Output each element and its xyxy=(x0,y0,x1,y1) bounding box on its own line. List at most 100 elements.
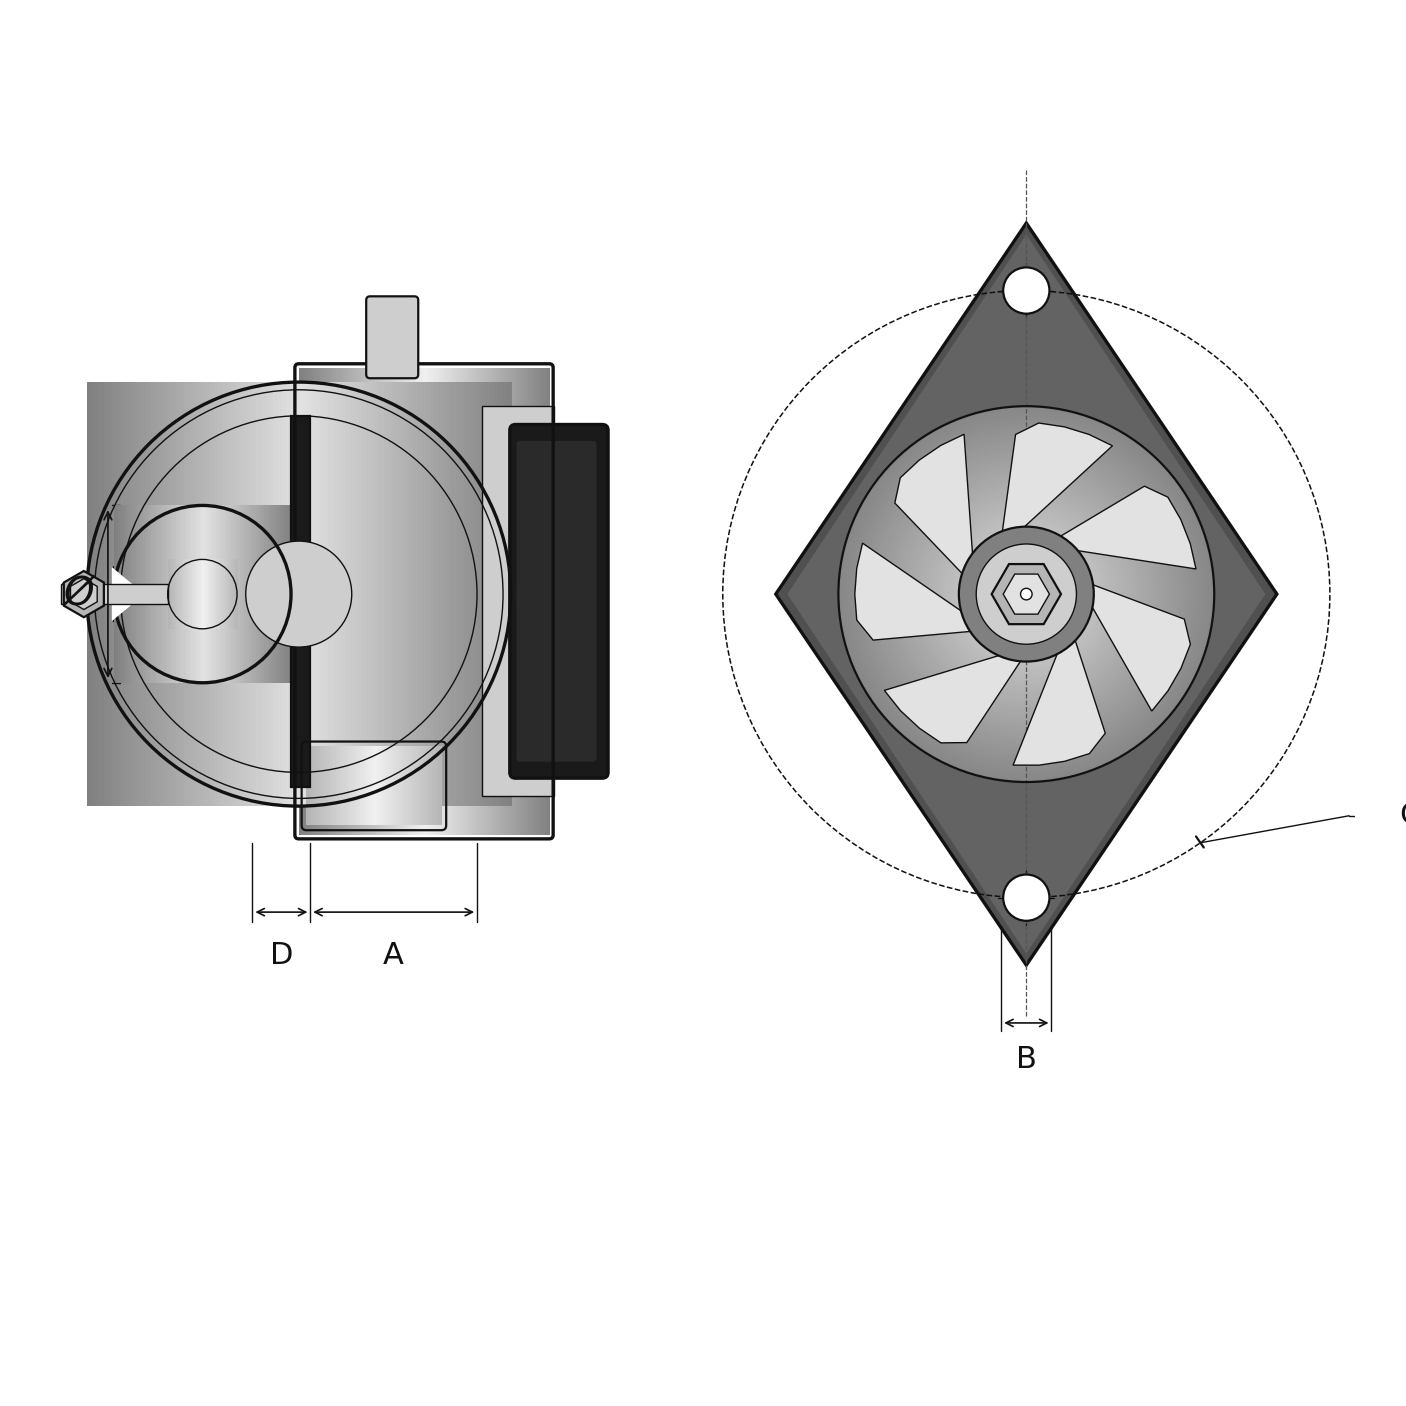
Circle shape xyxy=(945,513,1108,675)
Bar xyxy=(249,505,252,683)
Circle shape xyxy=(853,420,1199,768)
Bar xyxy=(481,367,484,835)
Bar xyxy=(202,505,205,683)
Bar xyxy=(451,382,457,806)
Bar xyxy=(382,367,385,835)
Bar xyxy=(361,367,364,835)
Bar xyxy=(60,585,167,603)
Bar xyxy=(125,382,131,806)
Circle shape xyxy=(974,543,1078,647)
Bar xyxy=(278,505,281,683)
Bar xyxy=(321,382,325,806)
Bar xyxy=(108,382,112,806)
Bar xyxy=(245,505,247,683)
Bar xyxy=(468,367,471,835)
Bar xyxy=(363,747,366,825)
Bar xyxy=(347,367,350,835)
Bar xyxy=(375,382,380,806)
Bar xyxy=(470,367,472,835)
Bar xyxy=(202,560,205,628)
Bar xyxy=(426,367,429,835)
Bar xyxy=(197,560,200,628)
Bar xyxy=(183,505,186,683)
Bar xyxy=(156,505,159,683)
Bar xyxy=(173,560,176,628)
Bar xyxy=(415,747,418,825)
Bar xyxy=(460,367,463,835)
Bar xyxy=(308,382,312,806)
Bar xyxy=(100,382,104,806)
Bar xyxy=(257,505,262,683)
Bar xyxy=(405,382,411,806)
Bar xyxy=(222,505,225,683)
Bar xyxy=(198,505,201,683)
Bar xyxy=(326,367,329,835)
Bar xyxy=(359,747,361,825)
Bar xyxy=(201,382,207,806)
Bar xyxy=(456,382,461,806)
Bar xyxy=(323,367,326,835)
Polygon shape xyxy=(855,543,979,640)
Circle shape xyxy=(959,527,1094,662)
Bar xyxy=(513,367,517,835)
Bar xyxy=(486,367,489,835)
Bar xyxy=(294,382,299,806)
Bar xyxy=(375,367,380,835)
Bar xyxy=(449,367,453,835)
Bar xyxy=(309,747,312,825)
Bar xyxy=(315,747,319,825)
Bar xyxy=(205,382,211,806)
Bar xyxy=(273,505,277,683)
Bar xyxy=(413,382,419,806)
Bar xyxy=(187,505,190,683)
Bar xyxy=(430,382,436,806)
Circle shape xyxy=(1007,574,1046,614)
Bar xyxy=(333,747,336,825)
Bar xyxy=(418,382,423,806)
Bar xyxy=(288,505,292,683)
Bar xyxy=(405,747,409,825)
Bar xyxy=(370,367,373,835)
Circle shape xyxy=(908,475,1144,713)
Bar xyxy=(180,560,183,628)
Bar xyxy=(305,367,308,835)
Bar xyxy=(413,367,416,835)
Bar xyxy=(457,367,461,835)
Bar xyxy=(122,505,125,683)
Bar xyxy=(360,367,363,835)
Text: C: C xyxy=(1399,801,1406,831)
Circle shape xyxy=(870,439,1182,751)
Bar xyxy=(423,747,426,825)
Bar xyxy=(228,560,231,628)
Circle shape xyxy=(950,519,1101,669)
Bar xyxy=(502,367,505,835)
Bar xyxy=(485,382,491,806)
Bar xyxy=(494,367,496,835)
Circle shape xyxy=(991,560,1062,628)
Bar xyxy=(380,367,384,835)
Bar xyxy=(377,747,380,825)
Bar xyxy=(541,367,544,835)
Bar xyxy=(235,382,240,806)
Bar xyxy=(481,382,486,806)
Bar xyxy=(342,382,346,806)
Circle shape xyxy=(969,536,1084,652)
Bar xyxy=(181,560,184,628)
Bar xyxy=(153,505,157,683)
Bar xyxy=(115,505,120,683)
Bar xyxy=(311,747,314,825)
Bar xyxy=(218,505,221,683)
Bar xyxy=(318,367,321,835)
Bar xyxy=(506,382,512,806)
Bar xyxy=(367,382,371,806)
Bar xyxy=(121,382,127,806)
Bar xyxy=(316,382,321,806)
Bar xyxy=(226,560,229,628)
Bar xyxy=(387,367,389,835)
Bar xyxy=(401,382,406,806)
Bar xyxy=(277,382,283,806)
Bar xyxy=(420,367,423,835)
Bar xyxy=(453,367,457,835)
Bar xyxy=(190,560,193,628)
Circle shape xyxy=(882,450,1171,738)
